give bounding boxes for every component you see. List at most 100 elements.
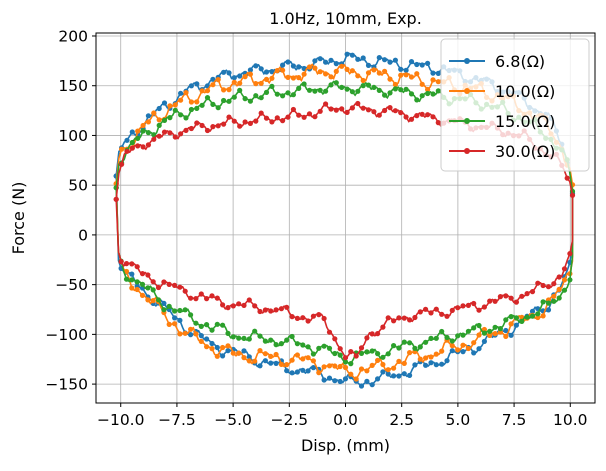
data-point xyxy=(305,355,311,361)
data-point xyxy=(355,56,361,62)
legend-marker xyxy=(464,118,470,124)
data-point xyxy=(360,83,366,89)
data-point xyxy=(417,344,423,350)
data-point xyxy=(540,313,546,319)
data-point xyxy=(305,368,311,374)
data-point xyxy=(323,101,329,107)
data-point xyxy=(407,340,413,346)
data-point xyxy=(221,121,227,127)
data-point xyxy=(316,345,322,351)
data-point xyxy=(294,315,300,321)
data-point xyxy=(280,67,286,73)
data-point xyxy=(365,70,372,76)
data-point xyxy=(551,281,557,287)
data-point xyxy=(349,68,355,74)
data-point xyxy=(194,120,200,126)
data-point xyxy=(332,350,338,357)
data-point xyxy=(177,317,183,323)
data-point xyxy=(177,331,183,337)
data-point xyxy=(236,335,242,341)
data-point xyxy=(198,291,204,297)
data-point xyxy=(328,74,334,80)
data-point xyxy=(225,305,231,311)
data-point xyxy=(274,68,280,74)
data-point xyxy=(290,63,296,69)
data-point xyxy=(529,313,536,319)
x-tick-label: −2.5 xyxy=(270,411,308,429)
data-point xyxy=(401,339,407,345)
data-point xyxy=(236,301,242,307)
data-point xyxy=(333,80,339,86)
data-point xyxy=(369,362,375,368)
data-point xyxy=(323,59,329,65)
data-point xyxy=(398,87,404,93)
data-point xyxy=(326,329,333,335)
data-point xyxy=(188,99,194,105)
data-point xyxy=(503,293,509,299)
x-tick-label: −7.5 xyxy=(158,411,196,429)
data-point xyxy=(178,90,184,96)
data-point xyxy=(492,298,498,304)
data-point xyxy=(172,282,178,288)
data-point xyxy=(129,277,135,283)
data-point xyxy=(403,67,409,73)
data-point xyxy=(430,91,436,97)
y-axis-label: Force (N) xyxy=(9,182,28,255)
data-point xyxy=(403,114,409,120)
data-point xyxy=(317,87,323,93)
data-point xyxy=(408,74,415,80)
data-point xyxy=(423,339,429,345)
data-point xyxy=(430,70,436,76)
data-point xyxy=(375,376,381,382)
data-point xyxy=(376,55,382,61)
data-point xyxy=(344,109,350,115)
data-point xyxy=(300,367,306,373)
data-point xyxy=(339,63,345,69)
data-point xyxy=(556,274,562,280)
data-point xyxy=(392,108,398,114)
data-point xyxy=(333,107,339,113)
data-point xyxy=(241,302,247,308)
data-point xyxy=(492,324,498,330)
data-point xyxy=(337,346,343,352)
data-point xyxy=(273,342,279,348)
data-point xyxy=(380,354,386,360)
data-point xyxy=(391,373,397,379)
data-point xyxy=(237,87,243,93)
y-tick-label: 150 xyxy=(58,77,88,95)
data-point xyxy=(151,136,157,142)
data-point xyxy=(403,86,409,92)
data-point xyxy=(567,251,573,257)
data-point xyxy=(460,303,466,309)
legend: 6.8(Ω) 10.0(Ω) 15.0(Ω) 30.0(Ω) xyxy=(440,38,590,172)
data-point xyxy=(183,90,189,96)
data-point xyxy=(280,118,286,124)
data-point xyxy=(129,285,135,291)
data-point xyxy=(183,115,189,121)
data-point xyxy=(353,376,359,382)
data-point xyxy=(535,311,541,317)
data-point xyxy=(215,105,221,111)
data-point xyxy=(321,364,327,370)
data-point xyxy=(353,353,359,359)
data-point xyxy=(258,66,264,72)
data-point xyxy=(156,117,162,123)
data-point xyxy=(294,341,300,347)
data-point xyxy=(215,77,221,83)
data-point xyxy=(545,284,552,290)
data-point xyxy=(433,362,439,368)
data-point xyxy=(225,343,231,349)
data-point xyxy=(364,335,370,341)
data-point xyxy=(425,86,431,93)
data-point xyxy=(444,334,450,341)
data-point xyxy=(344,66,350,72)
data-point xyxy=(476,322,482,329)
data-point xyxy=(188,295,194,301)
data-point xyxy=(242,119,248,125)
data-point xyxy=(269,69,275,75)
data-point xyxy=(487,328,493,334)
x-tick-label: 5.0 xyxy=(446,411,471,429)
data-point xyxy=(439,328,445,335)
data-point xyxy=(230,350,236,356)
data-point xyxy=(551,293,557,299)
